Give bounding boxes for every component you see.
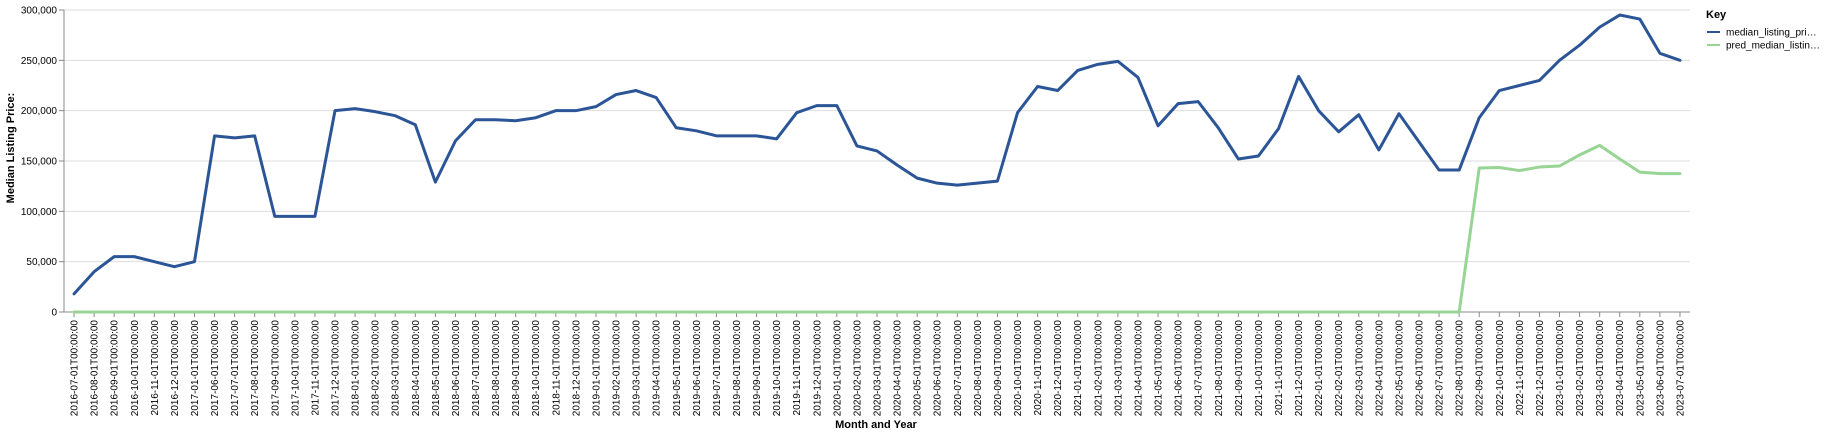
x-tick-label: 2023-04-01T00:00:00 — [1615, 320, 1626, 417]
x-tick-label: 2021-09-01T00:00:00 — [1234, 320, 1245, 417]
x-tick-label: 2020-11-01T00:00:00 — [1033, 320, 1044, 416]
legend: Key median_listing_pri… pred_median_listi… — [1706, 9, 1820, 52]
y-tick-label: 300,000 — [21, 6, 58, 17]
y-axis-title: Median Listing Price: — [5, 93, 17, 204]
x-tick-label: 2016-12-01T00:00:00 — [170, 320, 181, 417]
x-tick-label: 2020-06-01T00:00:00 — [933, 320, 944, 417]
x-tick-label: 2022-09-01T00:00:00 — [1475, 320, 1486, 417]
x-tick-label: 2022-10-01T00:00:00 — [1495, 320, 1506, 417]
x-tick-label: 2023-01-01T00:00:00 — [1555, 320, 1566, 417]
x-tick-label: 2018-03-01T00:00:00 — [391, 320, 402, 417]
x-tick-label: 2017-09-01T00:00:00 — [270, 320, 281, 417]
x-tick-label: 2023-02-01T00:00:00 — [1575, 320, 1586, 417]
x-tick-label: 2018-08-01T00:00:00 — [491, 320, 502, 417]
x-tick-label: 2018-02-01T00:00:00 — [371, 320, 382, 417]
x-tick-label: 2019-01-01T00:00:00 — [591, 320, 602, 417]
x-tick-label: 2016-11-01T00:00:00 — [150, 320, 161, 416]
x-tick-label: 2020-03-01T00:00:00 — [873, 320, 884, 417]
x-tick-label: 2016-09-01T00:00:00 — [110, 320, 121, 417]
x-tick-label: 2022-08-01T00:00:00 — [1455, 320, 1466, 417]
x-tick-label: 2022-01-01T00:00:00 — [1314, 320, 1325, 417]
x-tick-label: 2021-04-01T00:00:00 — [1133, 320, 1144, 417]
x-tick-label: 2021-08-01T00:00:00 — [1214, 320, 1225, 417]
x-tick-label: 2022-12-01T00:00:00 — [1535, 320, 1546, 417]
x-tick-label: 2019-07-01T00:00:00 — [712, 320, 723, 417]
x-tick-label: 2022-07-01T00:00:00 — [1435, 320, 1446, 417]
x-tick-label: 2020-09-01T00:00:00 — [993, 320, 1004, 417]
legend-label-1: median_listing_pri… — [1726, 28, 1817, 39]
x-tick-label: 2020-08-01T00:00:00 — [973, 320, 984, 417]
legend-title: Key — [1706, 9, 1727, 21]
x-tick-label: 2021-10-01T00:00:00 — [1254, 320, 1265, 417]
legend-label-2: pred_median_listin… — [1726, 41, 1820, 52]
x-tick-label: 2023-06-01T00:00:00 — [1655, 320, 1666, 417]
x-tick-label: 2019-05-01T00:00:00 — [672, 320, 683, 417]
x-tick-label: 2018-05-01T00:00:00 — [431, 320, 442, 417]
x-tick-label: 2017-01-01T00:00:00 — [190, 320, 201, 417]
x-tick-label: 2019-12-01T00:00:00 — [812, 320, 823, 417]
x-tick-label: 2017-12-01T00:00:00 — [331, 320, 342, 417]
x-tick-label: 2022-03-01T00:00:00 — [1354, 320, 1365, 417]
x-tick-label: 2020-04-01T00:00:00 — [893, 320, 904, 417]
x-tick-label: 2017-07-01T00:00:00 — [230, 320, 241, 417]
x-tick-label: 2020-01-01T00:00:00 — [832, 320, 843, 417]
x-tick-label: 2018-11-01T00:00:00 — [551, 320, 562, 416]
x-tick-label: 2018-07-01T00:00:00 — [471, 320, 482, 417]
x-tick-label: 2016-07-01T00:00:00 — [70, 320, 81, 417]
series-line-1 — [72, 13, 1682, 296]
x-tick-label: 2021-12-01T00:00:00 — [1294, 320, 1305, 417]
x-tick-label: 2021-06-01T00:00:00 — [1174, 320, 1185, 417]
x-tick-label: 2022-04-01T00:00:00 — [1374, 320, 1385, 417]
x-tick-label: 2021-03-01T00:00:00 — [1113, 320, 1124, 417]
x-tick-label: 2019-03-01T00:00:00 — [632, 320, 643, 417]
x-tick-label: 2022-06-01T00:00:00 — [1415, 320, 1426, 417]
x-tick-label: 2020-05-01T00:00:00 — [913, 320, 924, 417]
x-tick-label: 2021-02-01T00:00:00 — [1093, 320, 1104, 417]
x-tick-label: 2023-07-01T00:00:00 — [1675, 320, 1686, 417]
x-tick-label: 2022-02-01T00:00:00 — [1334, 320, 1345, 417]
y-tick-label: 250,000 — [21, 56, 58, 67]
x-tick-label: 2020-02-01T00:00:00 — [852, 320, 863, 417]
x-tick-label: 2020-07-01T00:00:00 — [953, 320, 964, 417]
x-tick-label: 2019-11-01T00:00:00 — [792, 320, 803, 416]
x-tick-label: 2017-11-01T00:00:00 — [310, 320, 321, 416]
x-tick-label: 2023-03-01T00:00:00 — [1595, 320, 1606, 417]
x-tick-label: 2019-09-01T00:00:00 — [752, 320, 763, 417]
x-tick-label: 2022-11-01T00:00:00 — [1515, 320, 1526, 416]
x-tick-label: 2018-10-01T00:00:00 — [531, 320, 542, 417]
x-tick-label: 2020-12-01T00:00:00 — [1053, 320, 1064, 417]
x-tick-label: 2019-10-01T00:00:00 — [772, 320, 783, 417]
x-tick-label: 2017-10-01T00:00:00 — [290, 320, 301, 417]
x-tick-label: 2018-01-01T00:00:00 — [351, 320, 362, 417]
x-tick-label: 2019-02-01T00:00:00 — [612, 320, 623, 417]
x-tick-label: 2023-05-01T00:00:00 — [1635, 320, 1646, 417]
x-tick-label: 2018-12-01T00:00:00 — [571, 320, 582, 417]
x-tick-label: 2021-11-01T00:00:00 — [1274, 320, 1285, 416]
x-tick-label: 2018-09-01T00:00:00 — [511, 320, 522, 417]
x-axis-title: Month and Year — [835, 419, 917, 431]
x-tick-label: 2016-10-01T00:00:00 — [130, 320, 141, 417]
x-tick-label: 2018-04-01T00:00:00 — [411, 320, 422, 417]
x-tick-label: 2022-05-01T00:00:00 — [1394, 320, 1405, 417]
x-tick-label: 2016-08-01T00:00:00 — [90, 320, 101, 417]
x-tick-label: 2017-06-01T00:00:00 — [210, 320, 221, 417]
x-tick-label: 2019-08-01T00:00:00 — [732, 320, 743, 417]
x-tick-label: 2021-07-01T00:00:00 — [1194, 320, 1205, 417]
x-tick-label: 2019-04-01T00:00:00 — [652, 320, 663, 417]
y-tick-label: 0 — [51, 308, 57, 319]
series-line-2 — [72, 143, 1682, 314]
plot-area: 0 50,000 100,000 150,000 200,000 250,000 300,0… — [21, 6, 1690, 417]
x-tick-label: 2021-01-01T00:00:00 — [1073, 320, 1084, 417]
y-tick-label: 100,000 — [21, 207, 58, 218]
x-tick-label: 2019-06-01T00:00:00 — [692, 320, 703, 417]
y-tick-label: 50,000 — [26, 257, 57, 268]
x-tick-label: 2021-05-01T00:00:00 — [1154, 320, 1165, 417]
y-tick-label: 150,000 — [21, 157, 58, 168]
y-tick-label: 200,000 — [21, 106, 58, 117]
x-tick-label: 2017-08-01T00:00:00 — [250, 320, 261, 417]
x-tick-label: 2018-06-01T00:00:00 — [451, 320, 462, 417]
x-tick-label: 2020-10-01T00:00:00 — [1013, 320, 1024, 417]
